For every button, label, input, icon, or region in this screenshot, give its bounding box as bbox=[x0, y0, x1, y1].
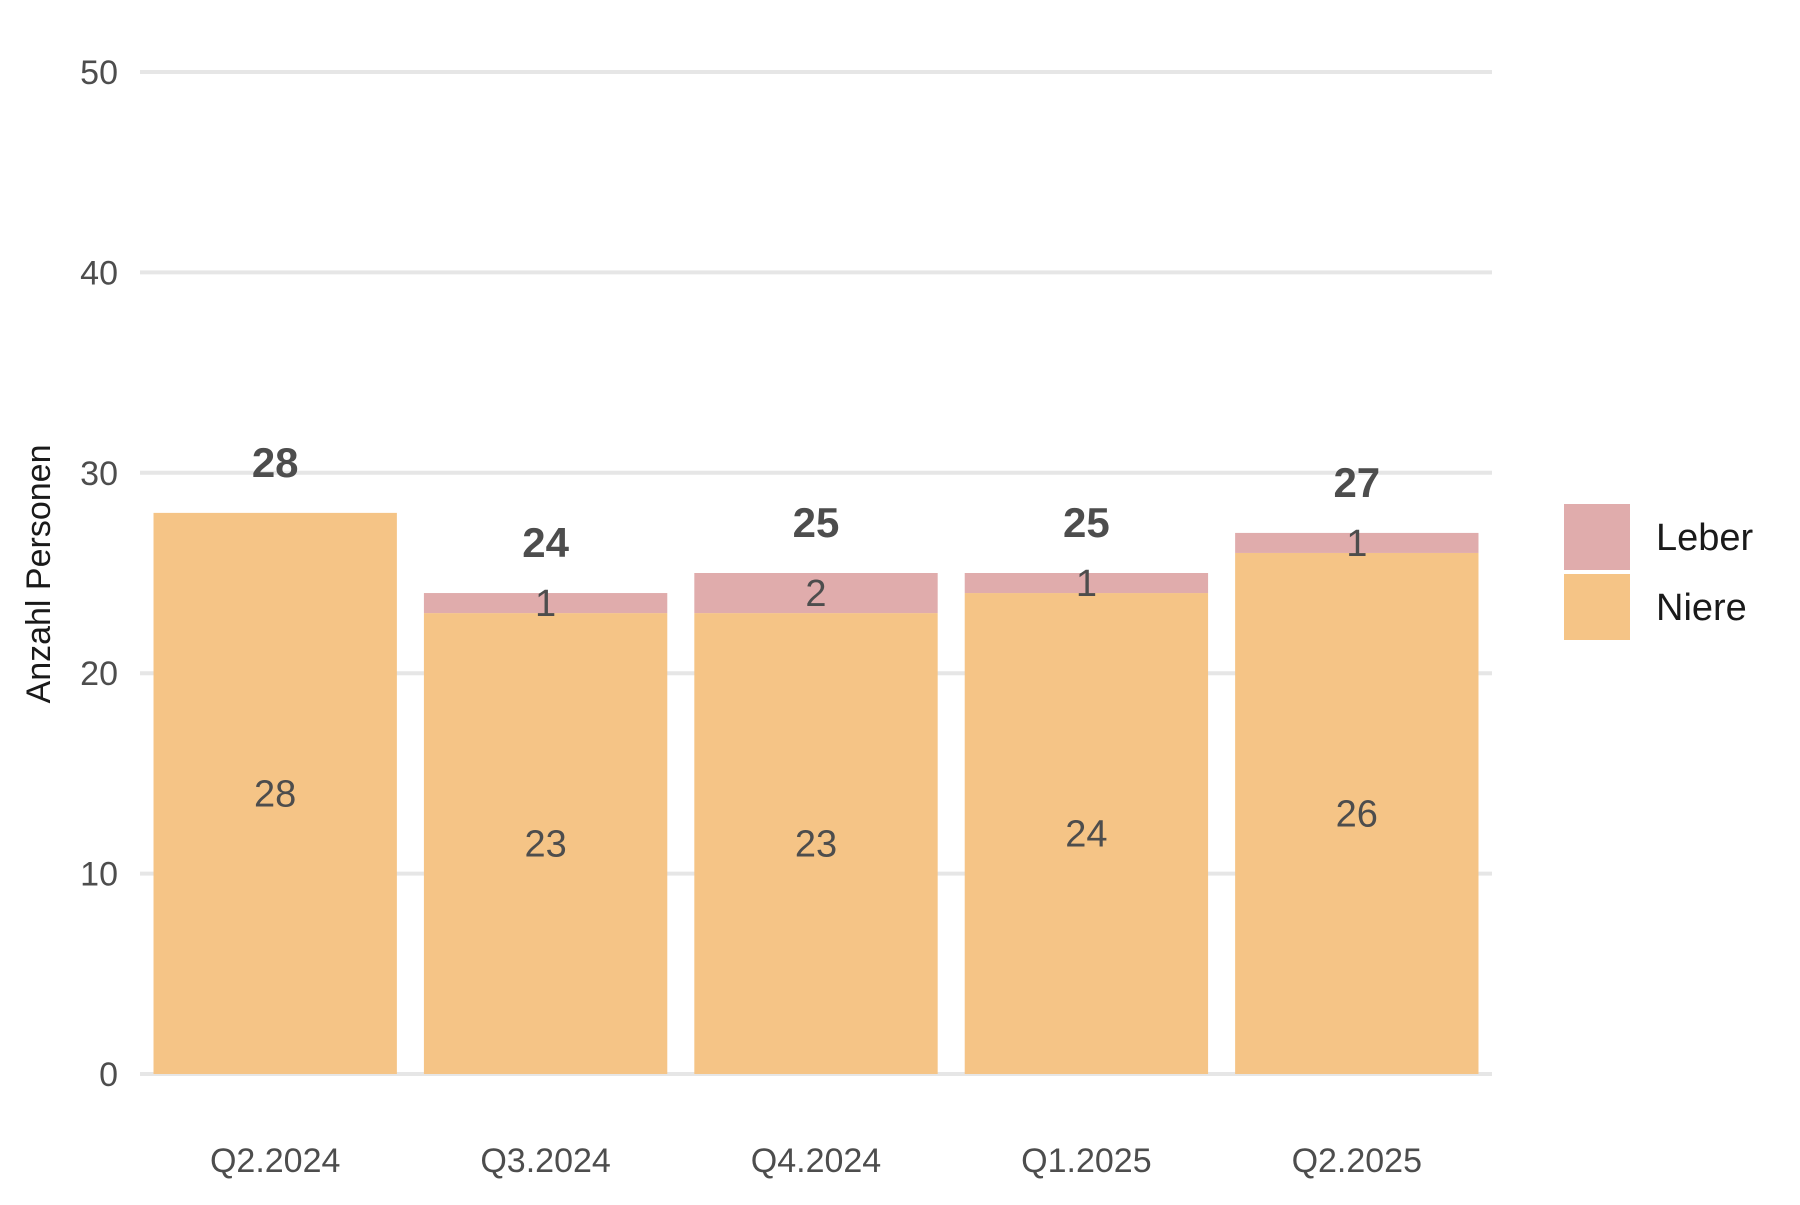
y-axis-label: Anzahl Personen bbox=[20, 445, 58, 704]
x-tick-label: Q2.2024 bbox=[210, 1142, 340, 1180]
y-tick-label: 40 bbox=[80, 254, 118, 292]
bar-segment-niere bbox=[423, 613, 668, 1074]
legend-swatch-niere bbox=[1564, 574, 1630, 640]
legend-swatch-leber bbox=[1564, 504, 1630, 570]
segment-value-label: 1 bbox=[1346, 523, 1367, 565]
legend-label-niere: Niere bbox=[1656, 587, 1747, 629]
axis-layer: Anzahl Personen 0 10 20 30 40 50 Q2.2024 Q3.202… bbox=[20, 54, 1422, 1180]
total-value-label: 24 bbox=[522, 519, 569, 566]
bar-segment-leber bbox=[423, 593, 668, 614]
total-value-label: 28 bbox=[252, 439, 299, 486]
segment-value-label: 28 bbox=[254, 773, 296, 815]
bar-segment-leber bbox=[1235, 532, 1479, 553]
bar-segment-niere bbox=[694, 613, 938, 1074]
bar-segment-niere bbox=[1235, 552, 1479, 1074]
legend-label-leber: Leber bbox=[1656, 517, 1754, 559]
segment-value-label: 26 bbox=[1336, 793, 1378, 835]
total-value-label: 25 bbox=[1063, 499, 1110, 546]
y-tick-label: 0 bbox=[99, 1056, 118, 1094]
segment-value-label: 23 bbox=[524, 824, 566, 866]
total-value-label: 27 bbox=[1333, 459, 1380, 506]
x-tick-label: Q1.2025 bbox=[1021, 1142, 1151, 1180]
legend: Leber Niere bbox=[1564, 504, 1754, 640]
x-tick-label: Q4.2024 bbox=[751, 1142, 881, 1180]
y-tick-label: 10 bbox=[80, 856, 118, 894]
bar-segment-leber bbox=[964, 573, 1209, 594]
segment-value-label: 24 bbox=[1065, 814, 1107, 856]
segment-value-label: 2 bbox=[805, 573, 826, 615]
x-tick-label: Q2.2025 bbox=[1292, 1142, 1422, 1180]
total-value-label: 25 bbox=[793, 499, 840, 546]
bar-layer bbox=[153, 512, 1479, 1074]
y-tick-label: 30 bbox=[80, 455, 118, 493]
segment-value-label: 1 bbox=[535, 583, 556, 625]
bar-segment-niere bbox=[153, 512, 397, 1074]
segment-value-label: 1 bbox=[1076, 563, 1097, 605]
x-tick-label: Q3.2024 bbox=[480, 1142, 610, 1180]
bar-segment-leber bbox=[694, 573, 938, 614]
label-layer: 28 28 23 1 24 23 2 25 24 1 25 26 1 27 bbox=[252, 439, 1380, 866]
bar-segment-niere bbox=[964, 593, 1209, 1074]
segment-value-label: 23 bbox=[795, 824, 837, 866]
y-tick-label: 50 bbox=[80, 54, 118, 92]
y-tick-label: 20 bbox=[80, 655, 118, 693]
